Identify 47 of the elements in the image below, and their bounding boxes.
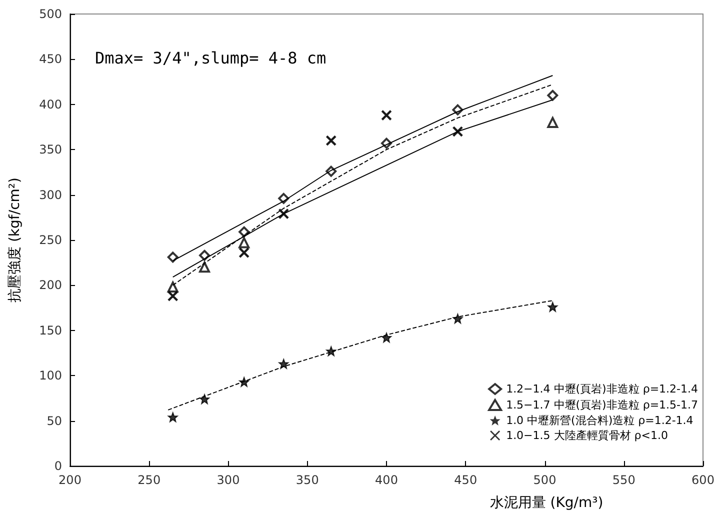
point	[547, 116, 558, 128]
y-tick-label: 100	[39, 368, 62, 383]
y-tick-label: 450	[39, 52, 62, 66]
y-tick-label: 250	[39, 233, 62, 247]
legend-label: 1.5−1.7 中壢(頁岩)非造粒 ρ=1.5-1.7	[506, 398, 698, 412]
x-tick-label: 450	[454, 473, 478, 487]
x-tick-label: 500	[533, 473, 556, 487]
point	[199, 250, 210, 261]
point	[547, 90, 558, 101]
y-tick-label: 350	[39, 142, 62, 157]
y-tick-label: 0	[54, 459, 62, 473]
point	[278, 358, 289, 369]
point	[382, 332, 392, 343]
point	[239, 376, 250, 387]
legend-label: 1.0 中壢新營(混合料)造粒 ρ=1.2-1.4	[506, 414, 694, 427]
point	[167, 252, 178, 263]
point	[548, 302, 558, 312]
legend-label: 1.2−1.4 中壢(頁岩)非造粒 ρ=1.2-1.4	[506, 382, 698, 396]
y-tick-label: 150	[39, 323, 62, 338]
point	[238, 237, 250, 248]
y-tick-label: 400	[39, 97, 62, 112]
x-tick-label: 350	[296, 473, 319, 487]
point	[199, 262, 210, 273]
x-tick-label: 550	[612, 473, 636, 487]
point	[167, 282, 178, 293]
y-axis-title: 抗壓強度 (kgf/cm²)	[7, 178, 23, 302]
annotation: Dmax= 3/4",slump= 4-8 cm	[95, 48, 326, 68]
point	[238, 226, 250, 238]
x-axis-title: 水泥用量 (Kg/m³)	[490, 495, 604, 511]
y-tick-label: 300	[39, 188, 62, 202]
point	[168, 291, 178, 302]
legend-label: 1.0−1.5 大陸產輕質骨材 ρ<1.0	[506, 429, 668, 442]
x-tick-label: 300	[216, 473, 240, 487]
x-tick-label: 250	[138, 473, 161, 487]
point	[200, 394, 210, 404]
point	[452, 314, 463, 324]
x-tick-label: 200	[58, 473, 82, 487]
x-tick-label: 400	[375, 473, 398, 487]
point	[168, 412, 178, 422]
y-tick-label: 50	[46, 414, 62, 428]
point	[239, 248, 250, 258]
x-tick-label: 600	[692, 473, 714, 487]
y-tick-label: 200	[39, 278, 62, 292]
point	[326, 136, 336, 146]
point	[382, 110, 392, 120]
point	[326, 346, 336, 356]
y-tick-label: 500	[39, 7, 62, 21]
